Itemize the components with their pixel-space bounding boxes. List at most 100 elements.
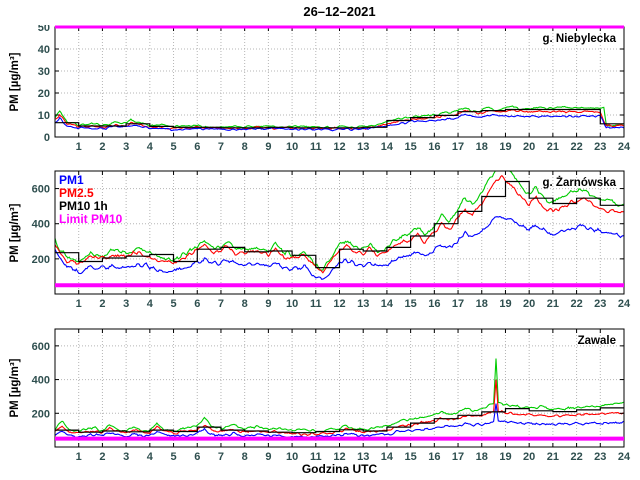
grid-lines: [55, 171, 624, 294]
x-tick-label: 19: [499, 298, 511, 310]
x-tick-label: 9: [265, 451, 271, 463]
x-tick-label: 21: [547, 451, 559, 463]
x-tick-label: 24: [618, 141, 631, 153]
x-tick-label: 13: [357, 451, 369, 463]
y-tick-label: 600: [32, 341, 50, 353]
axis-ticks: [55, 329, 625, 447]
x-tick-label: 3: [123, 298, 129, 310]
x-axis-label: Godzina UTC: [301, 462, 378, 476]
x-tick-label: 17: [452, 141, 464, 153]
pm10-1h-step-line: [55, 108, 624, 129]
x-tick-label: 11: [310, 451, 322, 463]
x-tick-label: 3: [123, 141, 129, 153]
x-tick-label: 10: [286, 141, 298, 153]
x-tick-label: 21: [547, 141, 559, 153]
grid-lines: [55, 27, 624, 137]
y-axis-label-panel-2: PM [µg/m³]: [9, 203, 21, 263]
x-tick-label: 22: [570, 451, 582, 463]
x-tick-label: 19: [499, 141, 511, 153]
x-tick-label: 18: [476, 451, 488, 463]
panel-chart-zawale: 1 2 3 4 5 6 7 8 9 10 11 12 13 14 15 16 17 18 19 20 21 22 23 242…: [32, 328, 631, 463]
x-tick-label: 20: [523, 298, 535, 310]
x-tick-label: 19: [499, 451, 511, 463]
x-tick-label: 4: [147, 141, 154, 153]
x-tick-label: 2: [99, 451, 105, 463]
x-tick-label: 13: [357, 298, 369, 310]
x-tick-label: 16: [428, 141, 440, 153]
legend: PM1 PM2.5 PM10 1h Limit PM10: [59, 174, 122, 226]
x-tick-label: 6: [194, 451, 200, 463]
y-tick-label: 200: [32, 254, 50, 266]
x-tick-label: 16: [428, 451, 440, 463]
x-tick-label: 1: [76, 141, 82, 153]
panel-chart-niebylecka: 1 2 3 4 5 6 7 8 9 10 11 12 13 14 15 16 17 18 19 20 21 22 23 240…: [38, 25, 631, 153]
y-tick-label: 40: [38, 44, 50, 56]
x-tick-label: 18: [476, 141, 488, 153]
y-tick-label: 10: [38, 110, 50, 122]
series-line-pm1: [55, 403, 624, 439]
x-tick-label: 11: [310, 141, 322, 153]
x-tick-label: 14: [381, 298, 394, 310]
x-tick-label: 7: [218, 141, 224, 153]
x-tick-label: 23: [594, 141, 606, 153]
y-tick-label: 400: [32, 375, 50, 387]
x-tick-label: 5: [170, 451, 176, 463]
figure-title: 26–12–2021: [303, 4, 376, 19]
legend-item-pm1: PM1: [59, 173, 84, 187]
y-tick-label: 20: [38, 88, 50, 100]
x-tick-label: 12: [333, 298, 345, 310]
x-tick-label: 22: [570, 298, 582, 310]
x-tick-label: 7: [218, 298, 224, 310]
x-tick-label: 11: [310, 298, 322, 310]
y-tick-label: 30: [38, 66, 50, 78]
x-tick-label: 8: [242, 451, 248, 463]
x-tick-label: 14: [381, 141, 394, 153]
x-tick-label: 8: [242, 141, 248, 153]
x-tick-label: 24: [618, 298, 631, 310]
legend-item-limit-pm10: Limit PM10: [59, 212, 123, 226]
x-tick-label: 13: [357, 141, 369, 153]
x-tick-label: 12: [333, 141, 345, 153]
x-tick-label: 8: [242, 298, 248, 310]
axis-ticks: [55, 171, 625, 294]
x-tick-label: 21: [547, 298, 559, 310]
y-tick-label: 400: [32, 219, 50, 231]
x-tick-label: 3: [123, 451, 129, 463]
x-tick-label: 4: [147, 451, 154, 463]
legend-item-pm10-1h: PM10 1h: [59, 199, 108, 213]
x-tick-label: 6: [194, 298, 200, 310]
x-tick-label: 2: [99, 298, 105, 310]
x-tick-label: 23: [594, 298, 606, 310]
x-tick-label: 12: [333, 451, 345, 463]
x-tick-label: 20: [523, 141, 535, 153]
x-tick-label: 15: [405, 141, 417, 153]
x-tick-label: 18: [476, 298, 488, 310]
x-tick-label: 5: [170, 298, 176, 310]
x-tick-label: 22: [570, 141, 582, 153]
x-tick-label: 17: [452, 451, 464, 463]
panel-chart-zarnowska: 1 2 3 4 5 6 7 8 9 10 11 12 13 14 15 16 17 18 19 20 21 22 23 242…: [32, 170, 631, 310]
y-tick-label: 600: [32, 184, 50, 196]
y-tick-label: 200: [32, 408, 50, 420]
y-tick-label: 0: [44, 132, 50, 144]
x-tick-label: 15: [405, 298, 417, 310]
station-label-zarnowska: g. Żarnówska: [542, 177, 617, 189]
x-tick-label: 14: [381, 451, 394, 463]
x-tick-label: 24: [618, 451, 631, 463]
y-tick-label: 50: [38, 25, 50, 34]
x-tick-label: 2: [99, 141, 105, 153]
station-label-niebylecka: g. Niebylecka: [542, 33, 616, 45]
x-tick-label: 9: [265, 141, 271, 153]
legend-item-pm2-5: PM2.5: [59, 186, 94, 200]
x-tick-label: 6: [194, 141, 200, 153]
x-tick-label: 9: [265, 298, 271, 310]
x-tick-label: 7: [218, 451, 224, 463]
x-tick-label: 17: [452, 298, 464, 310]
x-tick-label: 20: [523, 451, 535, 463]
x-tick-label: 4: [147, 298, 154, 310]
x-tick-label: 5: [170, 141, 176, 153]
series-line-pm1: [55, 216, 624, 280]
pm10-1h-step-line: [55, 180, 624, 269]
x-tick-label: 15: [405, 451, 417, 463]
